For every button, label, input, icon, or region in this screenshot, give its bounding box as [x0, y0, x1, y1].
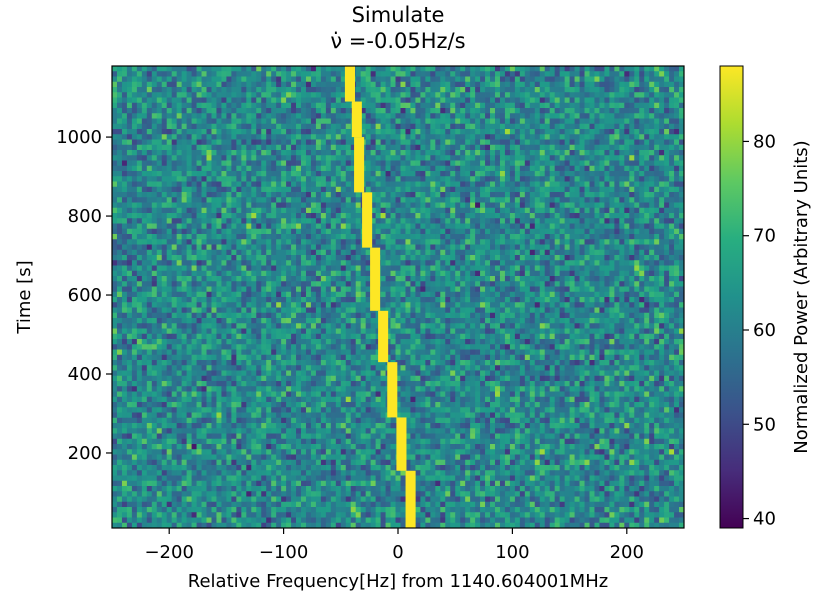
y-axis-label: Time [s] [14, 260, 35, 334]
x-tick-label: 200 [610, 542, 644, 563]
colorbar-tick-label: 40 [753, 509, 776, 530]
colorbar-tick-label: 60 [753, 320, 776, 341]
signal-segment-0 [405, 470, 416, 528]
colorbar-label: Normalized Power (Arbitrary Units) [791, 140, 812, 453]
colorbar-tick-label: 70 [753, 226, 776, 247]
signal-segment-7 [351, 101, 362, 138]
signal-segment-1 [396, 417, 407, 471]
y-tick-label: 400 [68, 364, 102, 385]
y-tick-label: 800 [68, 206, 102, 227]
x-tick-label: 100 [495, 542, 529, 563]
signal-segment-3 [378, 310, 389, 363]
x-tick-label: −200 [144, 542, 193, 563]
colorbar-tick-label: 50 [753, 414, 776, 435]
y-tick-label: 200 [68, 443, 102, 464]
signal-track [344, 66, 416, 528]
heatmap-plot-area [112, 66, 685, 529]
signal-segment-6 [354, 137, 365, 193]
x-tick-label: −100 [259, 542, 308, 563]
y-axis: 200 400 600 800 1000 [56, 127, 112, 464]
x-axis: −200 −100 0 100 200 [144, 528, 644, 563]
chart-title-line2: ν̇ =-0.05Hz/s [330, 29, 465, 53]
y-tick-label: 1000 [56, 127, 102, 148]
chart-title-line1: Simulate [352, 3, 445, 27]
x-tick-label: 0 [392, 542, 403, 563]
signal-segment-2 [387, 362, 398, 418]
x-axis-label: Relative Frequency[Hz] from 1140.604001M… [188, 571, 608, 592]
y-tick-label: 600 [68, 285, 102, 306]
colorbar [719, 65, 744, 529]
signal-segment-5 [362, 192, 373, 248]
colorbar-tick-label: 80 [753, 131, 776, 152]
colorbar-ticks: 40 50 60 70 80 [743, 131, 776, 530]
signal-segment-4 [370, 247, 381, 311]
signal-segment-8 [344, 66, 355, 102]
